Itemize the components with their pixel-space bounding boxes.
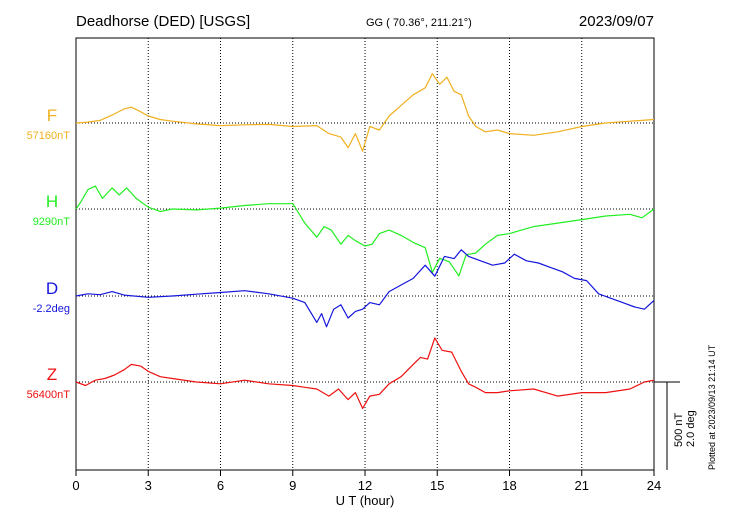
chart-coordinates: GG ( 70.36°, 211.21°)	[366, 17, 472, 29]
x-axis-label: U T (hour)	[336, 493, 395, 508]
x-tick-label: 21	[575, 478, 589, 493]
series-labels: F 57160nT H 9290nT D -2.2deg Z 56400nT	[27, 106, 71, 401]
x-tick-label: 0	[72, 478, 79, 493]
plotted-note: Plotted at 2023/09/13 21:14 UT	[707, 344, 717, 470]
series-lines	[75, 73, 655, 409]
series-baseline-z: 56400nT	[27, 389, 71, 401]
series-line-z	[75, 337, 655, 409]
series-name-h: H	[46, 192, 58, 211]
x-tick-label: 6	[217, 478, 224, 493]
chart-title: Deadhorse (DED) [USGS]	[76, 13, 250, 30]
x-tick-label: 9	[289, 478, 296, 493]
series-baseline-d: -2.2deg	[33, 303, 70, 315]
series-line-f	[75, 73, 655, 152]
x-tick-label: 12	[358, 478, 372, 493]
series-baseline-h: 9290nT	[33, 216, 71, 228]
x-tick-label: 3	[145, 478, 152, 493]
grid-lines	[147, 38, 583, 470]
series-baseline-f: 57160nT	[27, 130, 71, 142]
x-axis-ticks: 0 3 6 9 12 15 18 21 24	[72, 470, 661, 493]
x-tick-label: 18	[502, 478, 516, 493]
series-name-z: Z	[47, 365, 57, 384]
x-tick-label: 24	[647, 478, 661, 493]
series-line-d	[75, 249, 655, 328]
series-name-f: F	[47, 106, 57, 125]
scale-bar-nt-label: 500 nT	[673, 412, 685, 447]
chart-date: 2023/09/07	[579, 13, 654, 30]
x-tick-label: 15	[430, 478, 444, 493]
series-line-h	[75, 185, 655, 277]
scale-bar: 500 nT 2.0 deg	[654, 381, 697, 470]
series-name-d: D	[46, 279, 58, 298]
scale-bar-deg-label: 2.0 deg	[685, 410, 697, 447]
